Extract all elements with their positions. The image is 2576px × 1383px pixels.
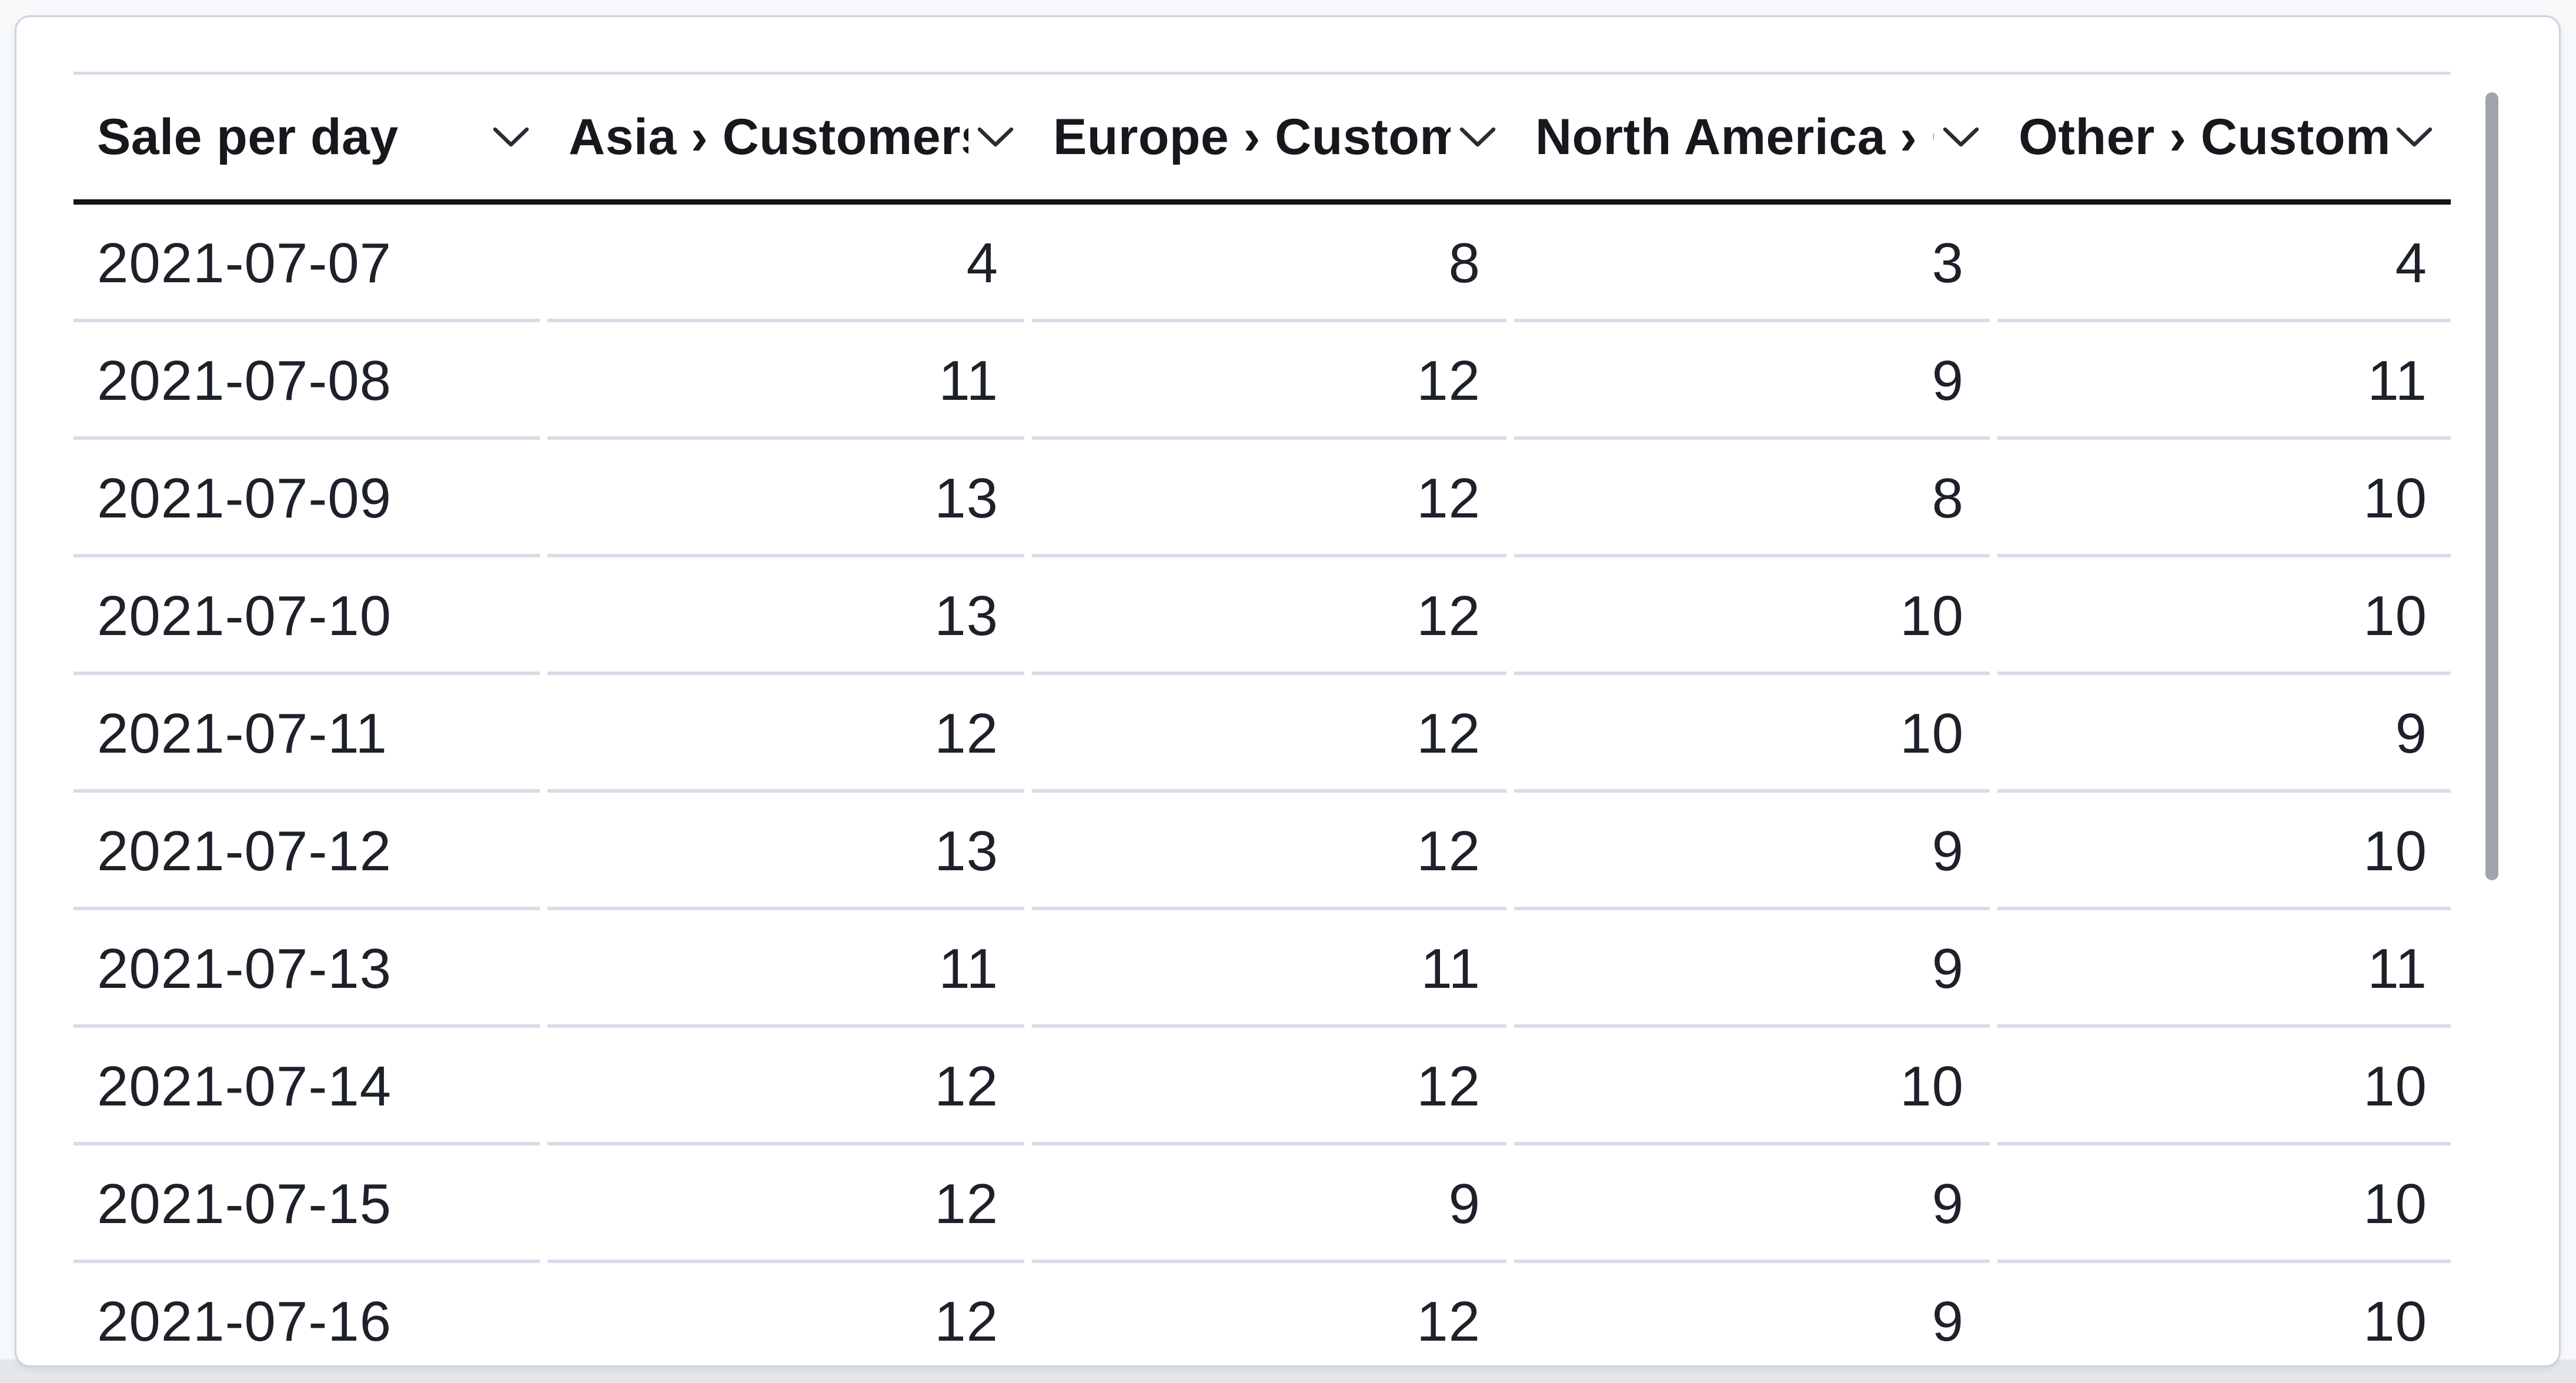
value-cell: 13 xyxy=(547,557,1032,675)
value-cell: 12 xyxy=(1032,793,1514,910)
date-cell: 2021-07-12 xyxy=(73,793,547,910)
value-cell: 10 xyxy=(1997,557,2451,675)
value-cell: 13 xyxy=(547,440,1032,557)
value-cell: 9 xyxy=(1514,322,1997,440)
date-cell: 2021-07-11 xyxy=(73,675,547,793)
date-cell: 2021-07-13 xyxy=(73,910,547,1028)
table-row: 2021-07-12 13 12 9 10 xyxy=(73,793,2451,910)
table-row: 2021-07-13 11 11 9 11 xyxy=(73,910,2451,1028)
value-cell: 12 xyxy=(1032,1028,1514,1145)
date-cell: 2021-07-09 xyxy=(73,440,547,557)
value-cell: 13 xyxy=(547,793,1032,910)
chevron-down-icon[interactable] xyxy=(1942,125,1980,149)
value-cell: 10 xyxy=(1997,793,2451,910)
vertical-scrollbar[interactable] xyxy=(2485,91,2498,1365)
date-cell: 2021-07-16 xyxy=(73,1263,547,1365)
value-cell: 11 xyxy=(1997,910,2451,1028)
column-header-label: North America › Customers xyxy=(1535,108,1934,165)
table-row: 2021-07-16 12 12 9 10 xyxy=(73,1263,2451,1365)
chevron-down-icon[interactable] xyxy=(977,125,1014,149)
value-cell: 9 xyxy=(1514,910,1997,1028)
value-cell: 12 xyxy=(1032,440,1514,557)
date-cell: 2021-07-10 xyxy=(73,557,547,675)
value-cell: 12 xyxy=(547,675,1032,793)
date-cell: 2021-07-08 xyxy=(73,322,547,440)
value-cell: 3 xyxy=(1514,205,1997,322)
value-cell: 11 xyxy=(1032,910,1514,1028)
value-cell: 10 xyxy=(1997,1145,2451,1263)
value-cell: 10 xyxy=(1514,675,1997,793)
date-cell: 2021-07-14 xyxy=(73,1028,547,1145)
column-header-sale-per-day[interactable]: Sale per day xyxy=(73,75,547,199)
column-header-label: Sale per day xyxy=(97,108,399,165)
column-header-asia-customers[interactable]: Asia › Customers xyxy=(547,75,1032,199)
column-header-other-customers[interactable]: Other › Customers xyxy=(1997,75,2451,199)
column-header-europe-customers[interactable]: Europe › Customers xyxy=(1032,75,1514,199)
value-cell: 9 xyxy=(1997,675,2451,793)
table-row: 2021-07-15 12 9 9 10 xyxy=(73,1145,2451,1263)
table-row: 2021-07-11 12 12 10 9 xyxy=(73,675,2451,793)
column-header-label: Europe › Customers xyxy=(1053,108,1451,165)
value-cell: 12 xyxy=(1032,322,1514,440)
value-cell: 10 xyxy=(1997,440,2451,557)
column-header-label: Other › Customers xyxy=(2019,108,2387,165)
value-cell: 11 xyxy=(547,322,1032,440)
table-body: 2021-07-07 4 8 3 4 2021-07-08 11 12 9 11 2021-07-0… xyxy=(73,205,2451,1365)
value-cell: 12 xyxy=(1032,1263,1514,1365)
column-header-label: Asia › Customers xyxy=(569,108,968,165)
value-cell: 12 xyxy=(547,1028,1032,1145)
table-row: 2021-07-14 12 12 10 10 xyxy=(73,1028,2451,1145)
value-cell: 9 xyxy=(1514,1263,1997,1365)
value-cell: 9 xyxy=(1514,1145,1997,1263)
value-cell: 12 xyxy=(547,1263,1032,1365)
table-header-row: Sale per day Asia › Customers Europe › C… xyxy=(73,75,2451,205)
column-header-north-america-customers[interactable]: North America › Customers xyxy=(1514,75,1997,199)
table-row: 2021-07-08 11 12 9 11 xyxy=(73,322,2451,440)
value-cell: 11 xyxy=(1997,322,2451,440)
chevron-down-icon[interactable] xyxy=(492,125,530,149)
table-row: 2021-07-07 4 8 3 4 xyxy=(73,205,2451,322)
value-cell: 12 xyxy=(547,1145,1032,1263)
table-card: Sale per day Asia › Customers Europe › C… xyxy=(15,15,2561,1367)
value-cell: 12 xyxy=(1032,557,1514,675)
value-cell: 10 xyxy=(1514,557,1997,675)
date-cell: 2021-07-07 xyxy=(73,205,547,322)
value-cell: 4 xyxy=(547,205,1032,322)
table-row: 2021-07-10 13 12 10 10 xyxy=(73,557,2451,675)
table-row: 2021-07-09 13 12 8 10 xyxy=(73,440,2451,557)
value-cell: 8 xyxy=(1032,205,1514,322)
value-cell: 9 xyxy=(1514,793,1997,910)
value-cell: 4 xyxy=(1997,205,2451,322)
value-cell: 9 xyxy=(1032,1145,1514,1263)
date-cell: 2021-07-15 xyxy=(73,1145,547,1263)
value-cell: 8 xyxy=(1514,440,1997,557)
value-cell: 11 xyxy=(547,910,1032,1028)
value-cell: 10 xyxy=(1997,1263,2451,1365)
value-cell: 12 xyxy=(1032,675,1514,793)
scrollbar-thumb[interactable] xyxy=(2485,92,2498,880)
value-cell: 10 xyxy=(1514,1028,1997,1145)
value-cell: 10 xyxy=(1997,1028,2451,1145)
chevron-down-icon[interactable] xyxy=(1459,125,1496,149)
chevron-down-icon[interactable] xyxy=(2395,125,2433,149)
table-visualization: Sale per day Asia › Customers Europe › C… xyxy=(73,72,2451,1365)
